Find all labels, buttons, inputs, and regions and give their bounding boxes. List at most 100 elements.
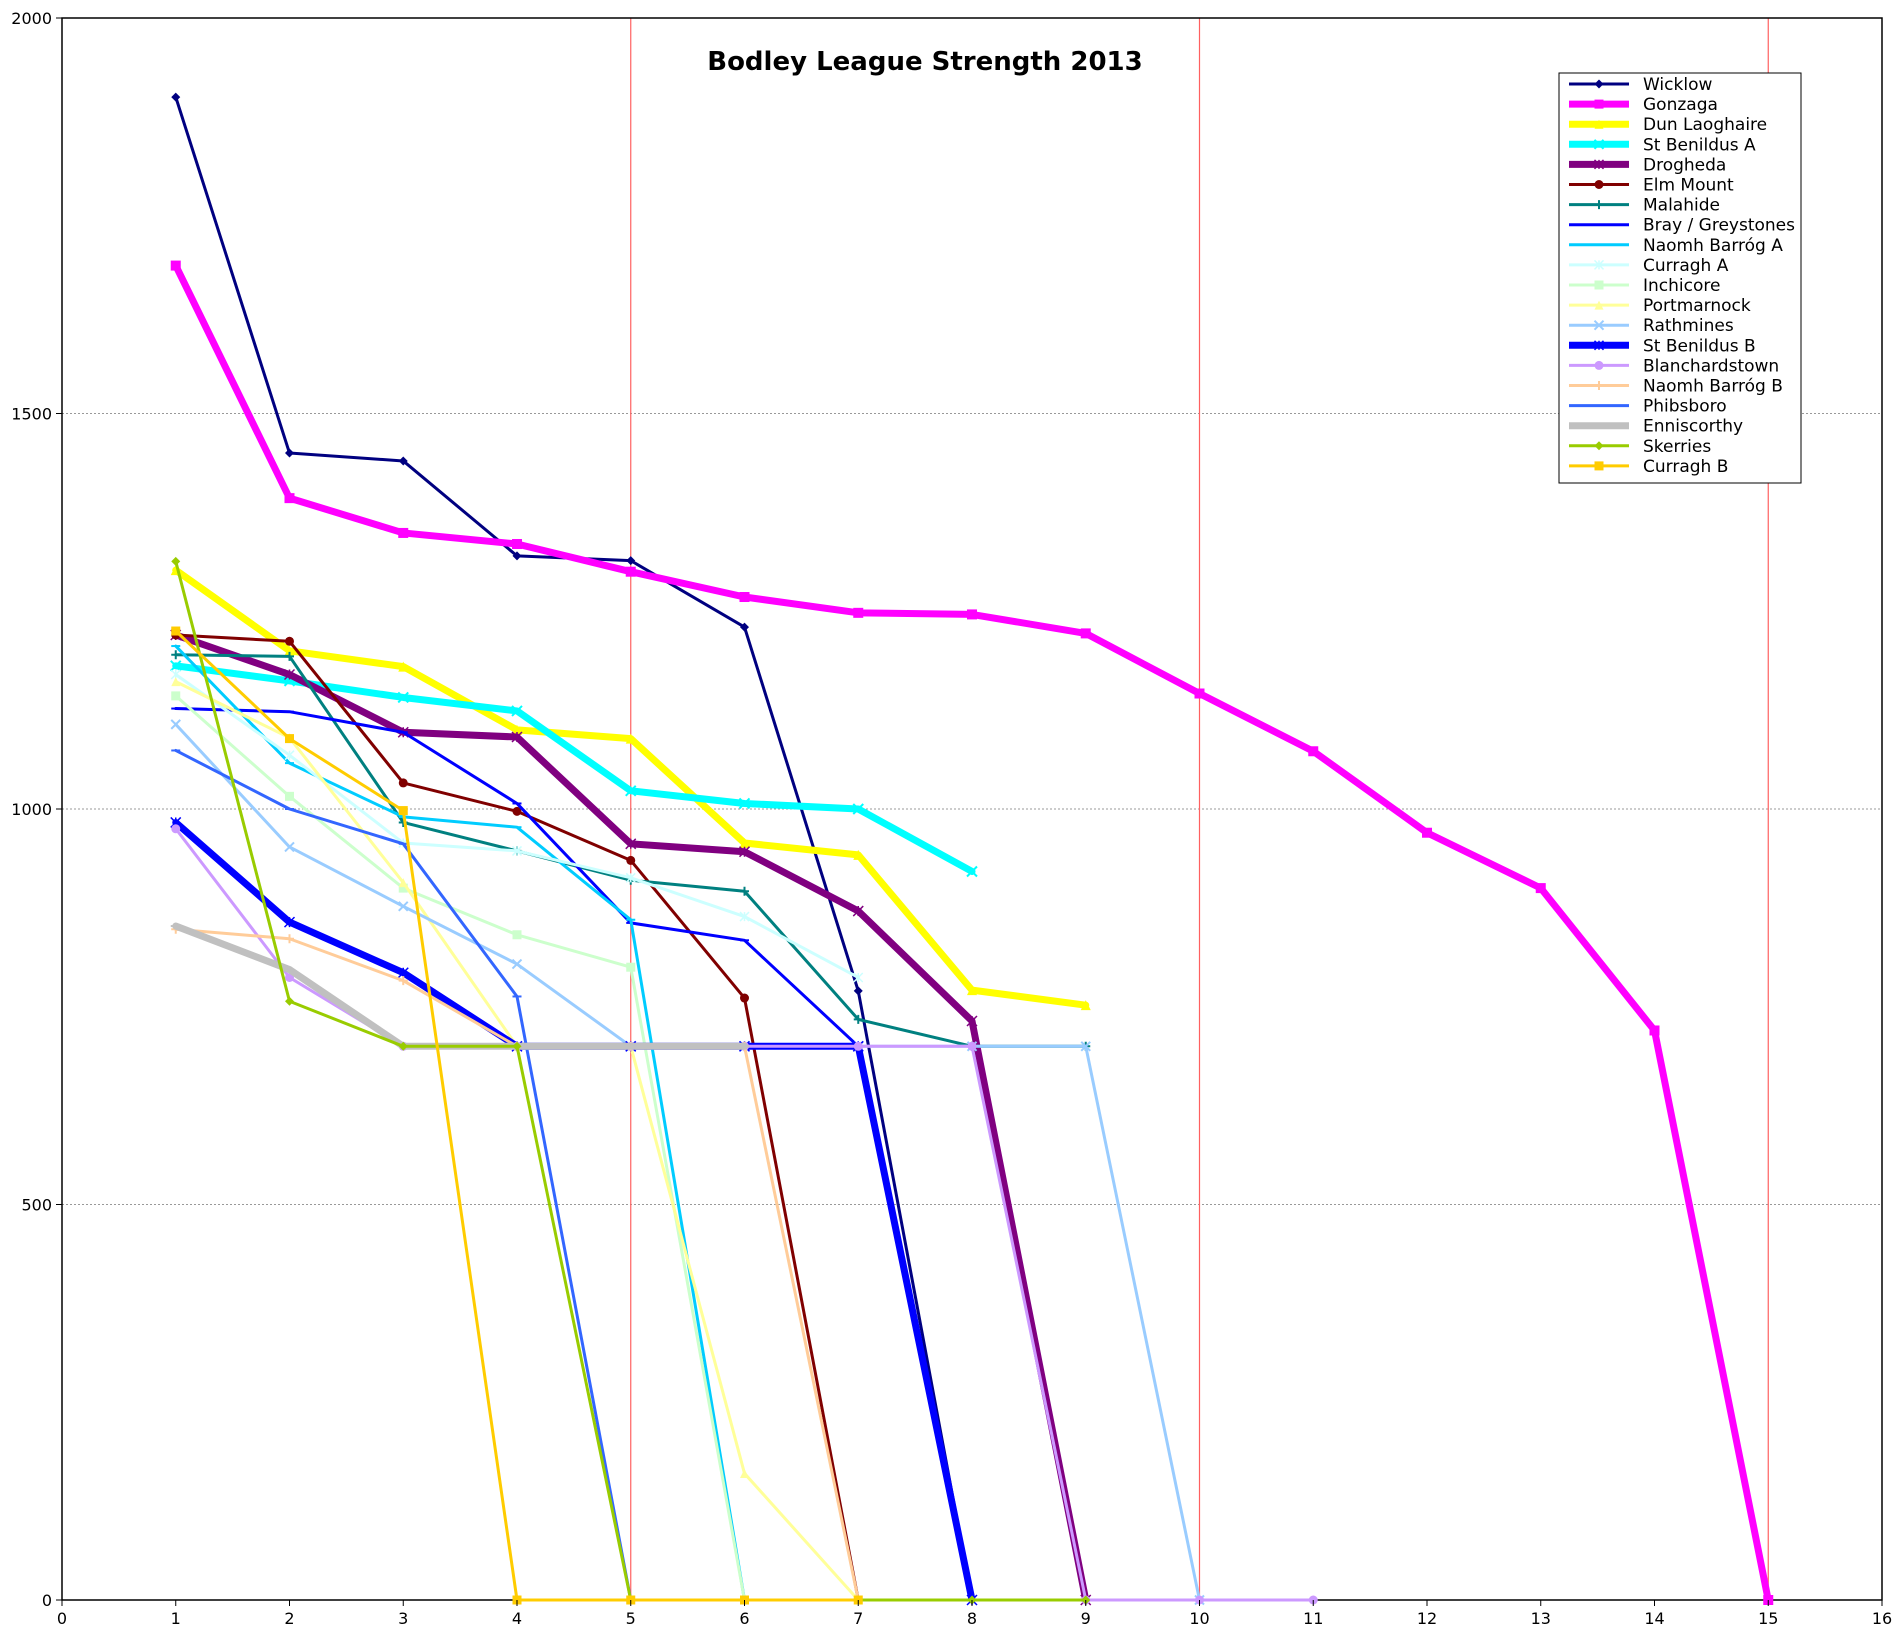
legend-marker-10 [1594,280,1604,290]
legend-entry-12: Rathmines [1569,316,1734,336]
series-18-point-0 [171,556,181,566]
series-13-point-2 [397,967,409,979]
series-10-point-2 [398,883,408,893]
legend-entry-1: Gonzaga [1569,95,1718,115]
y-tick-label-4: 2000 [11,9,52,28]
legend-label-5: Elm Mount [1643,176,1734,196]
series-group [170,92,1774,1606]
legend-label-11: Portmarnock [1643,296,1751,316]
series-1-point-1 [284,493,295,504]
legend-entry-7: Bray / Greystones [1569,216,1795,236]
legend-entry-10: Inchicore [1569,276,1720,296]
series-2-point-8 [1080,1000,1091,1011]
legend-marker-18 [1594,441,1604,451]
x-tick-label-4: 4 [512,1609,522,1628]
legend-label-3: St Benildus A [1643,135,1756,155]
series-4-point-4 [625,838,637,850]
legend-entry-2: Dun Laoghaire [1569,115,1767,135]
legend-entry-3: St Benildus A [1569,135,1756,155]
legend-marker-19 [1594,461,1604,471]
legend-marker-9 [1593,259,1605,270]
series-3-point-4 [625,785,637,797]
series-5-point-5 [740,993,749,1003]
legend-label-16: Phibsboro [1643,397,1727,417]
x-tick-label-7: 7 [853,1609,863,1628]
series-6-point-0 [171,650,181,660]
series-18-point-2 [398,1041,408,1051]
series-19-point-1 [285,734,294,744]
series-0-point-6 [853,986,863,996]
series-0-point-2 [398,456,408,466]
series-4-point-3 [511,731,523,743]
legend-marker-4 [1593,159,1605,170]
series-10-point-3 [512,930,522,940]
series-10-point-4 [626,962,636,972]
legend-entry-13: St Benildus B [1569,336,1756,356]
series-2-point-3 [512,724,522,735]
legend-marker-6 [1594,200,1604,210]
legend-entry-4: Drogheda [1569,155,1726,175]
series-1-point-8 [1080,628,1091,639]
series-12-point-3 [511,958,523,970]
series-18-point-3 [512,1041,522,1051]
series-1-point-10 [1308,746,1319,757]
x-tick-label-14: 14 [1644,1609,1664,1628]
legend-label-9: Curragh A [1643,256,1729,276]
series-0-point-3 [512,551,522,561]
legend-marker-2 [1594,119,1604,129]
series-1-point-5 [739,592,750,603]
series-5-point-1 [285,636,294,646]
series-9-point-1 [284,750,295,761]
legend-marker-0 [1594,79,1604,89]
series-2-point-6 [853,849,864,860]
x-tick-label-9: 9 [1081,1609,1091,1628]
series-2-point-4 [625,733,636,744]
series-2-point-1 [284,645,295,656]
legend-marker-5 [1594,180,1604,189]
series-3-point-3 [511,705,523,717]
series-6-point-6 [853,1014,863,1024]
legend-label-14: Blanchardstown [1643,356,1779,376]
series-14-point-0 [171,824,181,834]
legend-entry-5: Elm Mount [1569,176,1734,196]
series-1-point-7 [967,609,977,620]
legend-entry-0: Wicklow [1569,75,1712,95]
legend-label-7: Bray / Greystones [1643,216,1795,236]
y-tick-label-1: 500 [21,1196,52,1215]
series-1-point-0 [170,260,181,271]
series-2 [170,565,1091,1011]
series-13-point-1 [283,916,296,928]
legend-label-0: Wicklow [1643,75,1712,95]
x-tick-label-5: 5 [626,1609,636,1628]
series-1-point-6 [853,607,864,618]
series-11-point-5 [740,1468,749,1478]
series-4-point-1 [283,668,296,681]
series-0-point-1 [285,448,294,458]
series-12-point-0 [170,719,181,730]
series-9-point-4 [625,872,636,883]
series-2-point-5 [739,838,750,849]
series-4-point-5 [738,846,751,858]
legend-entry-17: Enniscorthy [1569,417,1743,437]
series-11-point-2 [398,878,408,888]
series-3-point-6 [852,803,864,815]
series-1-point-12 [1535,883,1546,894]
x-tick-label-2: 2 [284,1609,294,1628]
series-1-point-3 [512,539,522,550]
legend-entry-18: Skerries [1569,437,1711,457]
series-1-point-4 [625,566,636,577]
series-15-point-1 [285,934,294,944]
series-9-point-3 [511,845,523,856]
series-6-point-1 [285,651,294,661]
series-0-point-0 [171,92,181,102]
series-1-point-2 [398,527,409,538]
x-tick-label-0: 0 [57,1609,67,1628]
legend-label-18: Skerries [1643,437,1711,457]
series-line-8 [174,644,746,1602]
x-tick-label-13: 13 [1531,1609,1551,1628]
legend-marker-1 [1594,99,1604,109]
x-tick-label-8: 8 [967,1609,977,1628]
legend-label-4: Drogheda [1643,155,1726,175]
series-19-point-2 [398,806,408,816]
